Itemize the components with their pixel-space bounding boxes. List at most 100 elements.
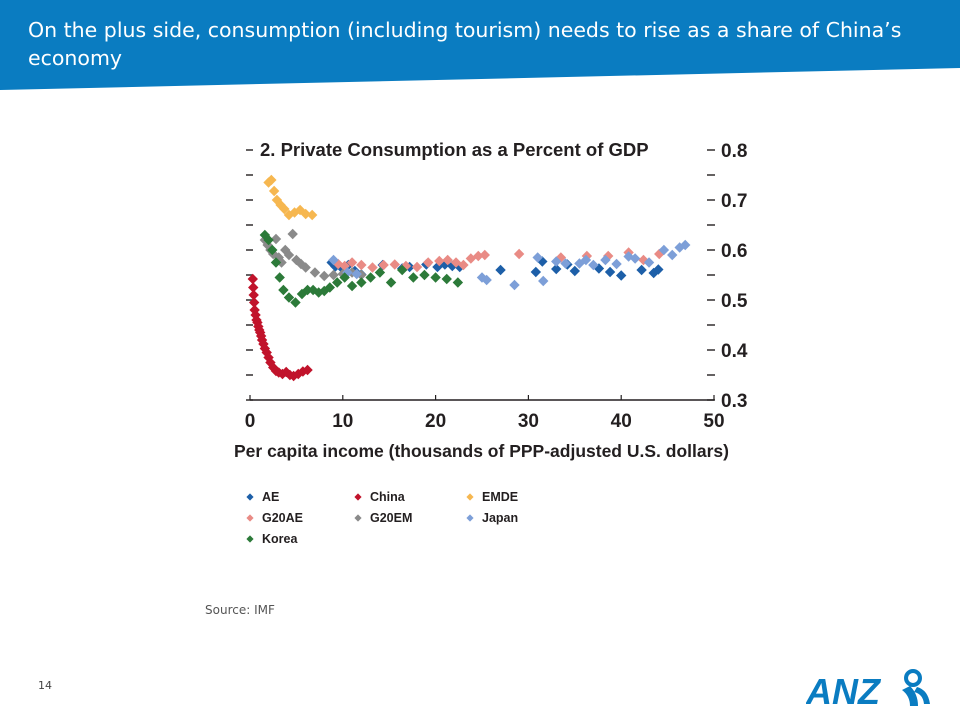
point-ae [616,270,627,281]
point-korea [307,284,319,296]
legend-marker-japan [466,514,474,522]
point-ae [530,266,542,278]
point-ae [604,266,616,278]
point-japan [611,258,622,270]
point-emde [306,209,318,221]
point-g20ae [513,248,525,260]
point-china [288,370,299,382]
point-g20em [283,249,295,261]
point-china [261,347,272,358]
chart-title: 2. Private Consumption as a Percent of G… [260,139,649,160]
page-number: 14 [38,679,52,692]
x-axis-label: Per capita income (thousands of PPP-adju… [234,441,729,461]
point-korea [385,277,397,288]
point-ae [439,259,451,270]
point-g20em [270,233,282,245]
point-emde [300,208,311,220]
point-g20ae [389,259,400,270]
point-japan [629,253,641,264]
point-emde [266,174,277,186]
point-korea [324,282,336,293]
point-korea [302,284,313,296]
point-korea [430,272,441,283]
point-japan [481,274,492,286]
point-china [259,343,271,354]
point-ae [569,265,580,277]
point-japan [551,256,562,267]
legend-marker-emde [466,493,474,501]
point-emde [275,199,286,211]
point-japan [574,258,585,269]
legend-marker-g20em [354,514,362,522]
point-ae [495,264,506,276]
point-china [293,368,304,380]
point-china [263,352,274,363]
point-china [277,368,288,380]
point-g20ae [434,255,445,267]
point-ae [653,264,664,275]
legend-marker-ae [246,493,254,501]
legend-label-china: China [370,490,406,504]
point-korea [259,229,271,241]
point-china [250,309,261,321]
point-japan [476,272,488,283]
point-g20ae [473,250,484,262]
point-japan [538,275,549,287]
point-g20em [287,228,298,240]
point-g20em [337,268,348,280]
point-g20ae [378,259,389,271]
point-china [268,362,279,373]
legend-label-g20ae: G20AE [262,511,303,525]
point-korea [267,244,278,256]
point-japan [623,251,634,262]
point-korea [278,284,289,296]
point-g20em [328,269,339,281]
banner-shape [0,0,960,90]
x-tick-label: 40 [611,411,632,432]
legend-label-ae: AE [262,490,279,504]
point-korea [396,264,408,276]
point-g20em [309,267,321,278]
chart: 2. Private Consumption as a Percent of G… [234,139,748,546]
point-korea [356,277,367,288]
point-korea [452,277,464,288]
point-korea [346,280,358,292]
y-tick-label: 0.7 [721,191,747,212]
point-china [302,364,313,376]
point-emde [294,204,306,216]
x-tick-label: 10 [332,411,353,432]
point-korea [290,297,301,308]
point-korea [365,272,376,283]
point-korea [441,273,452,285]
point-japan [560,258,571,269]
point-emde [271,194,283,206]
chart-axes: 0 10 20 30 40 500.3 0.4 0.5 0.6 0.7 0.8 [245,141,748,432]
legend-marker-g20ae [246,514,254,522]
point-china [247,273,258,285]
point-emde [279,203,290,215]
anz-people-icon [902,669,930,706]
point-korea [263,234,274,246]
banner-background [0,0,960,90]
point-g20ae [411,261,423,273]
legend-label-japan: Japan [482,511,518,525]
point-korea [313,287,324,298]
point-korea [319,285,330,297]
point-japan [509,279,520,291]
point-g20ae [603,250,614,262]
point-china [249,304,260,316]
anz-logo: ANZ [806,669,930,710]
legend-label-g20em: G20EM [370,511,412,525]
legend-marker-china [354,493,362,501]
point-ae [551,263,562,275]
point-korea [296,288,308,300]
point-ae [537,256,548,267]
title-banner: On the plus side, consumption (including… [0,0,960,95]
point-korea [419,269,430,281]
point-ae [636,264,647,276]
point-japan [342,267,353,278]
point-korea [283,292,295,303]
point-emde [268,185,280,197]
point-g20ae [339,260,350,272]
point-g20ae [346,257,358,268]
